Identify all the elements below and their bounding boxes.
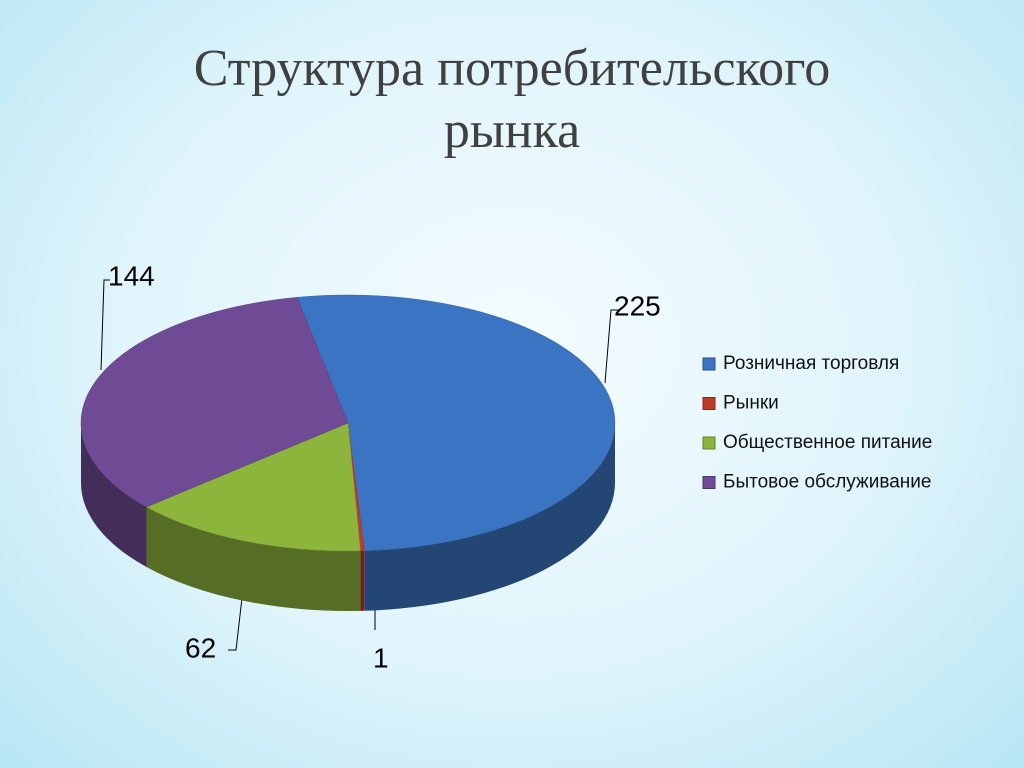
legend-swatch (702, 397, 716, 410)
data-label: 62 (185, 632, 216, 663)
legend-label: Общественное питание (723, 432, 932, 453)
slice (296, 294, 616, 552)
legend-label: Бытовое обслуживание (723, 472, 931, 493)
slice (145, 422, 361, 552)
legend-swatch (702, 357, 716, 371)
legend-swatch (702, 436, 716, 450)
chart-title: Структура потребительского рынка (193, 40, 831, 159)
slice-side (81, 423, 147, 567)
slice-side (360, 550, 365, 611)
legend-label: Рынки (723, 393, 779, 414)
slice-side (364, 423, 615, 611)
slice (80, 297, 349, 508)
legend-swatch (702, 476, 716, 489)
data-label: 1 (373, 642, 389, 673)
data-label: 225 (614, 290, 661, 321)
legend-label: Розничная торговля (723, 353, 899, 374)
data-label: 144 (108, 260, 155, 291)
slice-side (146, 506, 361, 611)
leader-lines (100, 279, 620, 651)
